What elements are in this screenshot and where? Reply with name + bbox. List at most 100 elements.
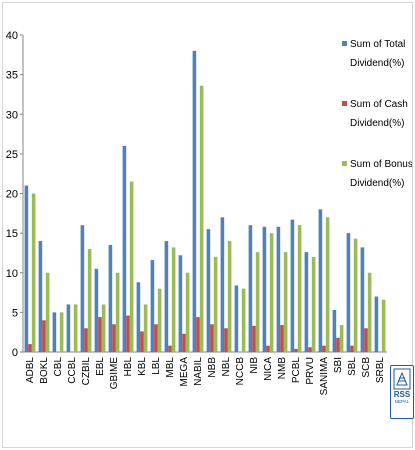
- x-category-label: CCBL: [67, 357, 78, 384]
- bars: [24, 50, 386, 353]
- bar-mega-bonus: [185, 272, 190, 352]
- bar-kbl-cash: [140, 331, 144, 352]
- bar-nbb-bonus: [213, 256, 218, 352]
- bar-nbl-cash: [224, 328, 228, 352]
- x-category-label: BOKL: [39, 357, 50, 384]
- bar-hbl-cash: [126, 315, 130, 352]
- bar-nbb-cash: [210, 324, 214, 352]
- bar-mega-total: [178, 255, 183, 352]
- x-category-label: PCBL: [291, 357, 302, 384]
- bar-srbl-total: [374, 296, 379, 352]
- y-tick-labels: 0 5 10 15 20 25 30 35 40: [6, 30, 18, 359]
- bar-nib-bonus: [255, 252, 260, 352]
- bar-sbl-cash: [350, 345, 354, 352]
- bar-adbl-total: [24, 185, 29, 352]
- bar-ccbl-total: [66, 304, 71, 352]
- bar-gbime-total: [108, 245, 113, 352]
- bar-nccb-total: [234, 285, 239, 352]
- y-tick-label: 15: [6, 228, 18, 240]
- x-tick-labels: ADBL BOKL CBL CCBL CZBIL EBL GBIME HBL KBL LBL MBL…: [25, 357, 386, 396]
- legend-swatch-green-square: [342, 161, 347, 166]
- bar-nica-cash: [266, 345, 270, 352]
- bar-prvu-total: [304, 252, 309, 352]
- bar-bokl-cash: [42, 320, 46, 352]
- bar-nib-cash: [252, 325, 256, 352]
- bar-srbl-bonus: [381, 299, 386, 352]
- bar-mbl-total: [164, 241, 169, 352]
- y-tick-label: 10: [6, 268, 18, 280]
- bar-mega-cash: [182, 333, 186, 352]
- bar-nbl-bonus: [227, 241, 232, 352]
- bar-adbl-bonus: [31, 193, 36, 352]
- x-category-label: PRVU: [305, 357, 316, 385]
- x-category-label: NCCB: [235, 357, 246, 386]
- x-category-label: SCB: [361, 357, 372, 378]
- legend-label-line2: Dividend(%): [350, 58, 404, 69]
- bar-kbl-bonus: [143, 304, 148, 352]
- bar-bokl-bonus: [45, 272, 50, 352]
- bar-sbi-cash: [336, 337, 340, 352]
- bar-sbl-total: [346, 233, 351, 353]
- legend-label-line2: Dividend(%): [350, 118, 404, 129]
- x-category-label: ADBL: [25, 357, 36, 384]
- bar-mbl-cash: [168, 345, 172, 352]
- x-category-label: MBL: [165, 357, 176, 378]
- bar-czbil-bonus: [87, 248, 92, 352]
- bar-lbl-cash: [154, 324, 158, 352]
- legend-label-line1: Sum of Bonus: [350, 159, 412, 170]
- bar-sanima-cash: [322, 345, 326, 352]
- logo-subtext: NEPAL: [394, 399, 410, 404]
- bar-nbb-total: [206, 229, 211, 352]
- bar-prvu-bonus: [311, 256, 316, 352]
- x-category-label: SANIMA: [319, 357, 330, 396]
- bar-ebl-cash: [98, 317, 102, 352]
- bar-cbl-total: [52, 312, 57, 353]
- bar-nmb-total: [276, 226, 281, 352]
- x-category-label: KBL: [137, 357, 148, 376]
- y-tick-label: 5: [12, 307, 18, 319]
- x-category-label: NBL: [221, 357, 232, 377]
- y-tick-label: 0: [12, 347, 18, 359]
- legend-swatch-red-square: [342, 101, 347, 106]
- bar-cbl-bonus: [59, 312, 64, 353]
- x-category-label: HBL: [123, 357, 134, 377]
- logo-word: RSS: [393, 390, 411, 399]
- x-category-label: CZBIL: [81, 357, 92, 386]
- bar-gbime-cash: [112, 324, 116, 352]
- y-tick-label: 40: [6, 30, 18, 42]
- bar-lbl-bonus: [157, 288, 162, 352]
- x-category-label: LBL: [151, 357, 162, 375]
- bar-sanima-bonus: [325, 217, 330, 352]
- bar-ebl-total: [94, 268, 99, 352]
- bar-adbl-cash: [28, 344, 32, 352]
- y-tick-label: 35: [6, 70, 18, 82]
- legend-label-line1: Sum of Total: [350, 39, 405, 50]
- bar-scb-bonus: [367, 272, 372, 352]
- legend-swatch-blue-square: [342, 41, 347, 46]
- bar-pcbl-total: [290, 219, 295, 352]
- x-category-label: MEGA: [179, 357, 190, 387]
- bar-sanima-total: [318, 209, 323, 352]
- x-category-label: SBL: [347, 357, 358, 376]
- bar-nabil-cash: [196, 317, 200, 352]
- y-tick-label: 25: [6, 149, 18, 161]
- bar-scb-cash: [364, 328, 368, 352]
- y-tick-label: 30: [6, 109, 18, 121]
- rss-emblem-icon: [393, 368, 411, 390]
- legend-label-line1: Sum of Cash: [350, 99, 408, 110]
- x-category-label: NICA: [263, 357, 274, 381]
- bar-lbl-total: [150, 260, 155, 352]
- x-category-label: NMB: [277, 357, 288, 380]
- bar-sbl-bonus: [353, 238, 358, 352]
- bar-pcbl-bonus: [297, 225, 302, 352]
- bar-scb-total: [360, 247, 365, 352]
- bar-kbl-total: [136, 282, 141, 352]
- bar-prvu-cash: [308, 347, 312, 352]
- y-tick-label: 20: [6, 189, 18, 201]
- bar-nib-total: [248, 225, 253, 352]
- bar-ebl-bonus: [101, 304, 106, 352]
- bar-mbl-bonus: [171, 247, 176, 352]
- bar-nmb-bonus: [283, 252, 288, 352]
- rss-nepal-logo: RSS NEPAL: [390, 365, 414, 419]
